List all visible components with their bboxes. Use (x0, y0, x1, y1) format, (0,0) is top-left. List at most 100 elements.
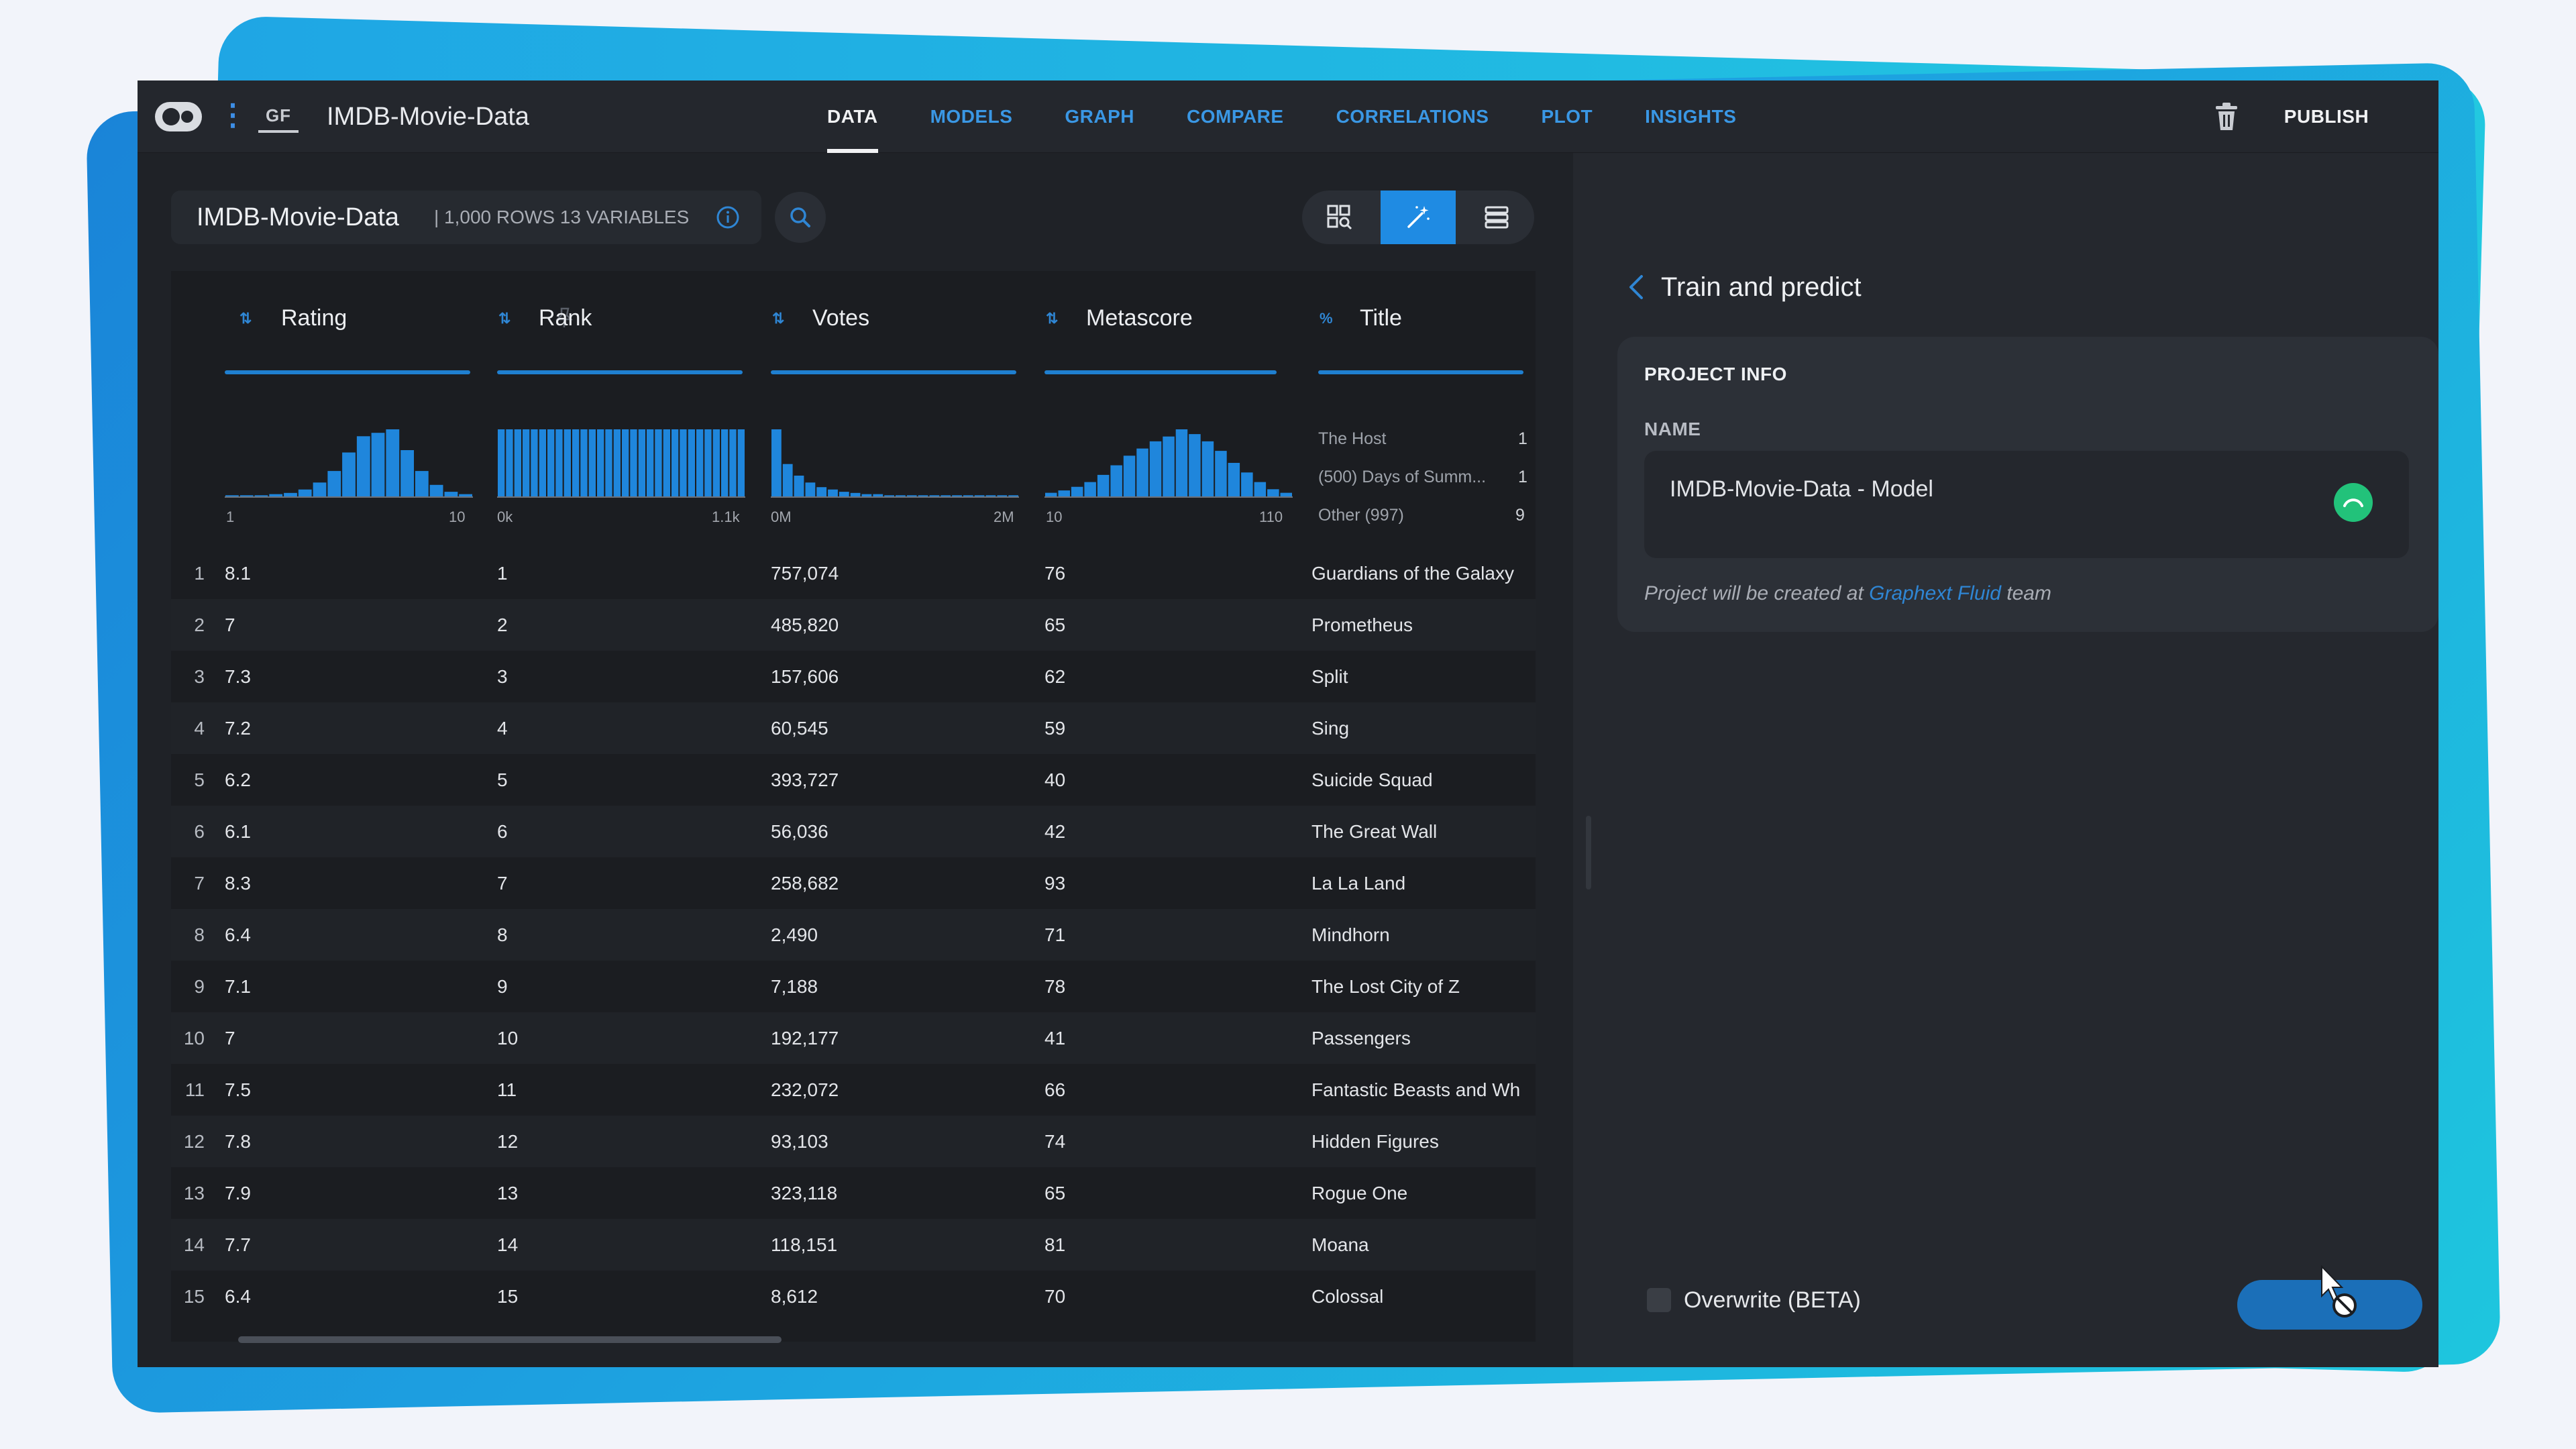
histogram-bar[interactable] (929, 495, 940, 496)
histogram-bar[interactable] (555, 429, 563, 496)
info-icon[interactable] (716, 205, 740, 229)
magic-view-button[interactable] (1381, 191, 1456, 244)
histogram-bar[interactable] (1071, 486, 1083, 496)
histogram-bar[interactable] (327, 471, 341, 496)
histogram-bar[interactable] (941, 495, 951, 496)
histogram-bar[interactable] (688, 429, 695, 496)
histogram-bar[interactable] (850, 492, 861, 496)
histogram-bar[interactable] (1215, 451, 1227, 496)
histogram-bar[interactable] (572, 429, 580, 496)
tab-models[interactable]: MODELS (930, 106, 1013, 127)
table-row[interactable]: 14 7.7 14 118,151 81 Moana (171, 1219, 1536, 1271)
table-row[interactable]: 15 6.4 15 8,612 70 Colossal (171, 1271, 1536, 1322)
histogram-bar[interactable] (580, 429, 588, 496)
histogram-bar[interactable] (1149, 441, 1162, 496)
histogram-bar[interactable] (313, 482, 327, 496)
tab-data[interactable]: DATA (827, 80, 878, 153)
histogram-bar[interactable] (356, 436, 370, 496)
table-row[interactable]: 1 8.1 1 757,074 76 Guardians of the Galaxy (171, 547, 1536, 599)
histogram-bar[interactable] (1084, 482, 1096, 496)
histogram-bar[interactable] (342, 452, 356, 497)
title-other-values[interactable]: Other (997) (1318, 506, 1404, 525)
table-row[interactable]: 4 7.2 4 60,545 59 Sing (171, 702, 1536, 754)
list-view-button[interactable] (1459, 191, 1534, 244)
histogram-bar[interactable] (1136, 448, 1148, 496)
histogram-bar[interactable] (506, 429, 513, 496)
histogram-bar[interactable] (415, 471, 429, 496)
table-row[interactable]: 7 8.3 7 258,682 93 La La Land (171, 857, 1536, 909)
panel-resize-handle[interactable] (1586, 816, 1591, 890)
histogram-bar[interactable] (974, 495, 985, 496)
histogram-bar[interactable] (696, 429, 704, 496)
histogram-bar[interactable] (704, 429, 712, 496)
trash-icon[interactable] (2212, 101, 2241, 133)
table-row[interactable]: 3 7.3 3 157,606 62 Split (171, 651, 1536, 702)
histogram-bar[interactable] (918, 495, 928, 496)
histogram-bar[interactable] (861, 494, 872, 496)
tab-correlations[interactable]: CORRELATIONS (1336, 106, 1489, 127)
histogram-bar[interactable] (564, 429, 571, 496)
histogram-bar[interactable] (630, 429, 637, 496)
histogram-bar[interactable] (729, 429, 737, 496)
histogram-bar[interactable] (1123, 455, 1136, 496)
overwrite-checkbox[interactable] (1647, 1288, 1671, 1312)
histogram-bar[interactable] (429, 484, 443, 496)
histogram-bar[interactable] (1254, 482, 1267, 496)
histogram-bar[interactable] (997, 495, 1008, 496)
histogram-bar[interactable] (1163, 436, 1175, 496)
histogram-bar[interactable] (269, 494, 283, 496)
table-row[interactable]: 8 6.4 8 2,490 71 Mindhorn (171, 909, 1536, 961)
histogram-bar[interactable] (985, 495, 996, 496)
histogram-bar[interactable] (597, 429, 604, 496)
rating-histogram[interactable] (225, 421, 473, 504)
project-name-field[interactable]: IMDB-Movie-Data - Model (1644, 451, 2409, 558)
histogram-bar[interactable] (284, 492, 297, 496)
histogram-bar[interactable] (906, 495, 917, 496)
histogram-bar[interactable] (400, 450, 414, 496)
title-top-value[interactable]: (500) Days of Summ... (1318, 468, 1487, 486)
histogram-bar[interactable] (239, 495, 254, 496)
histogram-bar[interactable] (1097, 474, 1110, 496)
histogram-bar[interactable] (839, 492, 849, 496)
histogram-bar[interactable] (498, 429, 505, 496)
histogram-bar[interactable] (816, 487, 827, 496)
histogram-bar[interactable] (963, 495, 973, 496)
histogram-bar[interactable] (721, 429, 729, 496)
histogram-bar[interactable] (672, 429, 679, 496)
histogram-bar[interactable] (588, 429, 596, 496)
histogram-bar[interactable] (298, 489, 312, 496)
histogram-bar[interactable] (459, 494, 472, 496)
histogram-bar[interactable] (1110, 465, 1122, 496)
histogram-bar[interactable] (254, 495, 268, 496)
table-row[interactable]: 12 7.8 12 93,103 74 Hidden Figures (171, 1116, 1536, 1167)
histogram-bar[interactable] (647, 429, 654, 496)
column-header-rating[interactable]: ⇅ Rating (171, 271, 574, 405)
column-header-title[interactable]: % Title (1302, 271, 1530, 405)
histogram-bar[interactable] (1045, 492, 1057, 496)
histogram-bar[interactable] (638, 429, 645, 496)
histogram-bar[interactable] (884, 495, 894, 496)
histogram-bar[interactable] (712, 429, 720, 496)
histogram-bar[interactable] (680, 429, 687, 496)
histogram-bar[interactable] (523, 429, 530, 496)
histogram-bar[interactable] (655, 429, 662, 496)
histogram-bar[interactable] (514, 429, 521, 496)
histogram-bar[interactable] (828, 489, 838, 496)
pin-icon[interactable] (552, 306, 576, 330)
column-header-metascore[interactable]: ⇅ Metascore (1028, 271, 1297, 405)
chevron-left-icon[interactable] (1627, 274, 1646, 301)
histogram-bar[interactable] (605, 429, 612, 496)
tab-plot[interactable]: PLOT (1541, 106, 1593, 127)
rank-histogram[interactable] (497, 421, 745, 504)
search-button[interactable] (775, 192, 826, 243)
histogram-bar[interactable] (225, 495, 239, 496)
team-link[interactable]: Graphext Fluid (1869, 582, 2001, 604)
table-row[interactable]: 2 7 2 485,820 65 Prometheus (171, 599, 1536, 651)
grid-view-button[interactable] (1302, 191, 1377, 244)
histogram-bar[interactable] (1241, 472, 1253, 496)
column-header-votes[interactable]: ⇅ Votes (755, 271, 1023, 405)
histogram-bar[interactable] (794, 476, 804, 496)
histogram-bar[interactable] (952, 495, 962, 496)
histogram-bar[interactable] (1228, 463, 1240, 496)
histogram-bar[interactable] (782, 464, 793, 496)
